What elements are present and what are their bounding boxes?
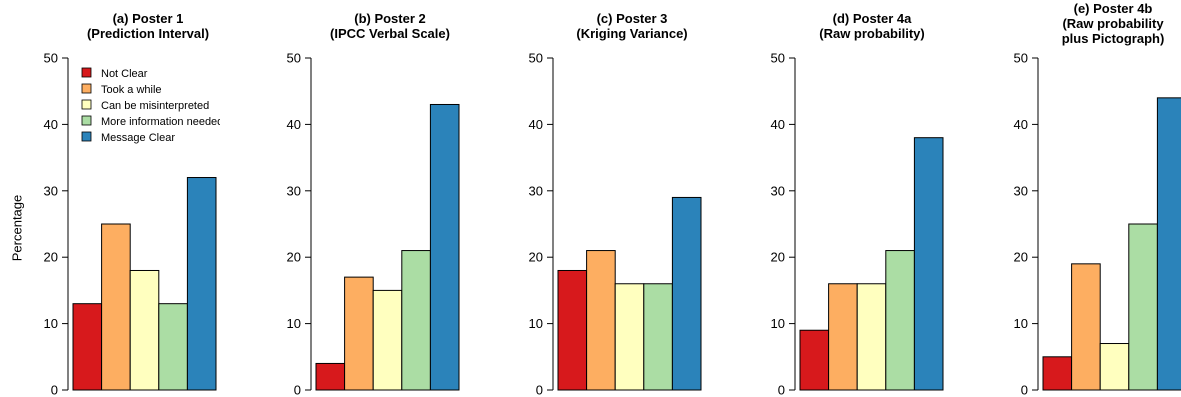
- panel-2: 0 10 20 30 40 50 (b) Poster 2 (IPCC Verbal Scal…: [287, 11, 460, 397]
- panel-4: 0 10 20 30 40 50 (d) Poster 4a (Raw probability…: [771, 11, 944, 397]
- legend-swatch: [81, 131, 92, 142]
- y-tick-label: 50: [1014, 51, 1028, 66]
- y-tick-label: 20: [44, 250, 58, 265]
- bar-1-1: [72, 303, 103, 391]
- y-tick-label: 40: [529, 117, 543, 132]
- y-tick-label: 40: [44, 117, 58, 132]
- panel-title: (c) Poster 3 (Kriging Variance): [576, 11, 687, 41]
- bar-1-4: [158, 303, 188, 391]
- y-tick-label: 50: [44, 51, 58, 66]
- bar-2-1: [315, 362, 346, 391]
- y-tick-label: 10: [529, 316, 543, 331]
- y-axis-label: Percentage: [9, 194, 25, 262]
- legend-label: More information needed: [101, 116, 223, 128]
- legend-label: Not Clear: [101, 68, 148, 80]
- y-tick-label: 20: [1014, 250, 1028, 265]
- bar-5-3: [1099, 343, 1130, 391]
- bar-4-5: [913, 137, 944, 391]
- bar-1-3: [129, 269, 160, 391]
- bar-4-1: [799, 329, 830, 391]
- y-tick-label: 10: [287, 316, 301, 331]
- bar-3-3: [614, 283, 645, 391]
- panel-5: 0 10 20 30 40 50 (e) Poster 4b (Raw probability…: [1014, 1, 1181, 397]
- bar-5-5: [1156, 97, 1181, 391]
- legend-swatch: [81, 83, 92, 94]
- y-tick-label: 20: [529, 250, 543, 265]
- y-tick-label: 20: [287, 250, 301, 265]
- y-tick-label: 50: [771, 51, 785, 66]
- y-tick-label: 40: [771, 117, 785, 132]
- y-tick-label: 0: [536, 383, 543, 397]
- bar-3-1: [557, 269, 588, 391]
- panel-3: 0 10 20 30 40 50 (c) Poster 3 (Kriging Variance…: [529, 11, 702, 397]
- bar-3-2: [586, 250, 616, 391]
- legend-label: Can be misinterpreted: [101, 100, 209, 112]
- bar-2-2: [344, 276, 374, 391]
- panel-1: 0 10 20 30 40 50 (a) Poster 1 (Prediction Inter…: [44, 11, 223, 397]
- legend: Not Clear Took a while Can be misinterpret…: [81, 67, 223, 144]
- y-tick-label: 20: [771, 250, 785, 265]
- legend-label: Took a while: [101, 84, 162, 96]
- y-tick-label: 50: [287, 51, 301, 66]
- legend-swatch: [81, 67, 92, 78]
- bar-4-2: [828, 283, 858, 391]
- y-tick-label: 0: [51, 383, 58, 397]
- y-tick-label: 30: [771, 183, 785, 198]
- bar-5-1: [1042, 356, 1073, 391]
- y-tick-label: 40: [1014, 117, 1028, 132]
- bar-2-4: [401, 250, 431, 391]
- y-tick-label: 40: [287, 117, 301, 132]
- legend-swatch: [81, 115, 92, 126]
- bar-5-4: [1128, 223, 1158, 391]
- bar-3-5: [671, 196, 702, 391]
- y-tick-label: 10: [771, 316, 785, 331]
- bar-3-4: [643, 283, 673, 391]
- y-tick-label: 10: [44, 316, 58, 331]
- y-tick-label: 0: [778, 383, 785, 397]
- bar-1-5: [186, 177, 217, 391]
- y-tick-label: 50: [529, 51, 543, 66]
- y-tick-label: 0: [294, 383, 301, 397]
- y-tick-label: 30: [44, 183, 58, 198]
- legend-label: Message Clear: [101, 132, 175, 144]
- y-tick-label: 0: [1021, 383, 1028, 397]
- bar-2-3: [372, 289, 403, 391]
- bar-5-2: [1071, 263, 1101, 391]
- bar-1-2: [101, 223, 131, 391]
- y-tick-label: 30: [1014, 183, 1028, 198]
- panel-title: (b) Poster 2 (IPCC Verbal Scale): [330, 11, 450, 41]
- panel-title: (e) Poster 4b (Raw probability plus Pictog…: [1062, 1, 1165, 46]
- bar-4-4: [885, 250, 915, 391]
- y-tick-label: 30: [529, 183, 543, 198]
- y-tick-label: 30: [287, 183, 301, 198]
- panel-title: (a) Poster 1 (Prediction Interval): [87, 11, 209, 41]
- y-tick-label: 10: [1014, 316, 1028, 331]
- panel-title: (d) Poster 4a (Raw probability): [819, 11, 924, 41]
- bar-2-5: [429, 103, 460, 391]
- legend-swatch: [81, 99, 92, 110]
- bar-4-3: [856, 283, 887, 391]
